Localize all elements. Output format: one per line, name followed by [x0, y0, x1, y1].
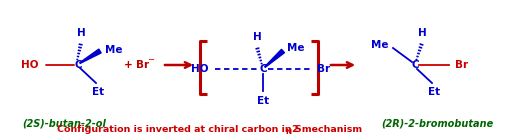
Text: (2R)-2-bromobutane: (2R)-2-bromobutane: [381, 119, 493, 129]
Text: Br: Br: [136, 60, 150, 70]
Polygon shape: [80, 49, 101, 63]
Text: C: C: [74, 60, 82, 70]
Text: H: H: [418, 28, 426, 38]
Text: C: C: [259, 64, 267, 74]
Text: HO: HO: [191, 64, 208, 74]
Text: +: +: [124, 60, 132, 70]
Text: HO: HO: [21, 60, 39, 70]
Text: H: H: [252, 32, 262, 42]
Text: Configuration is inverted at chiral carbon in S: Configuration is inverted at chiral carb…: [57, 125, 302, 133]
Text: Et: Et: [92, 87, 104, 97]
Polygon shape: [265, 49, 284, 67]
Text: Et: Et: [428, 87, 440, 97]
Text: Me: Me: [105, 45, 123, 55]
Text: Br: Br: [455, 60, 468, 70]
Text: −: −: [148, 55, 155, 65]
Text: Me: Me: [371, 40, 388, 50]
Text: 2 mechanism: 2 mechanism: [292, 125, 362, 133]
Text: (2S)-butan-2-ol: (2S)-butan-2-ol: [22, 119, 106, 129]
Text: Me: Me: [287, 43, 305, 53]
Text: Br: Br: [317, 64, 330, 74]
Text: C: C: [411, 60, 419, 70]
Text: Et: Et: [257, 96, 269, 106]
Text: H: H: [77, 28, 85, 38]
Text: N: N: [285, 129, 291, 135]
